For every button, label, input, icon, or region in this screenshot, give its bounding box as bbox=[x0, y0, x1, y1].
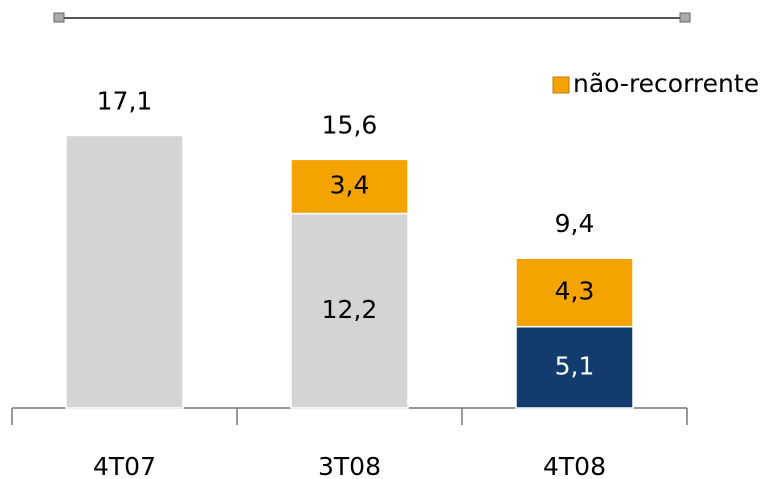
bar-segment bbox=[65, 134, 184, 409]
total-label: 9,4 bbox=[555, 209, 595, 238]
title-rule bbox=[53, 12, 691, 23]
total-label: 17,1 bbox=[97, 86, 153, 115]
x-axis bbox=[11, 407, 688, 425]
bar-segment bbox=[290, 212, 409, 409]
legend-label: não-recorrente bbox=[573, 69, 759, 98]
bar-segment bbox=[290, 158, 409, 215]
x-tick-label: 4T07 bbox=[93, 452, 156, 479]
data-label: 5,1 bbox=[555, 351, 595, 380]
data-label: 12,2 bbox=[322, 295, 378, 324]
x-tick-label: 4T08 bbox=[543, 452, 606, 479]
bar-segment bbox=[515, 257, 634, 328]
x-tick-label: 3T08 bbox=[318, 452, 381, 479]
data-label: 4,3 bbox=[555, 276, 595, 305]
total-label: 15,6 bbox=[322, 110, 378, 139]
legend-swatch bbox=[552, 76, 570, 94]
bar-segment bbox=[515, 325, 634, 409]
data-label: 3,4 bbox=[330, 170, 370, 199]
